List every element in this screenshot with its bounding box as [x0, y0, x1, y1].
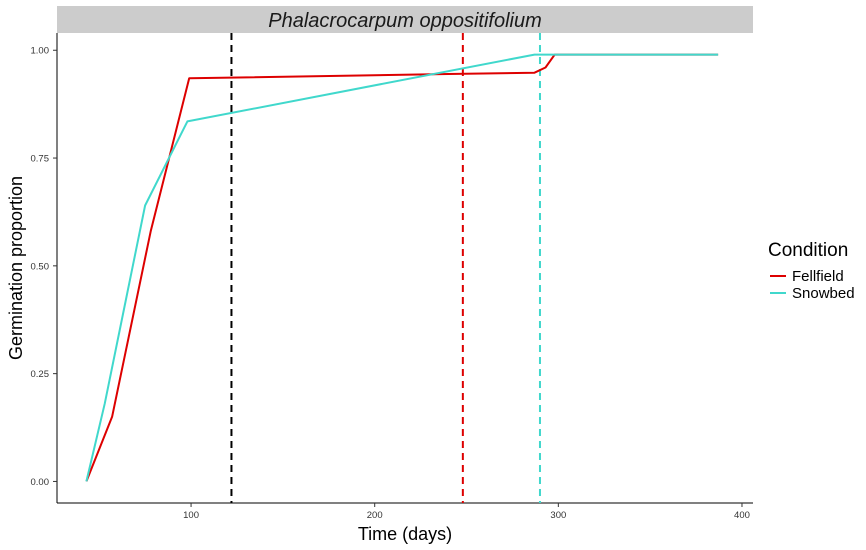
- x-axis-title: Time (days): [358, 524, 452, 544]
- series-lines: [85, 53, 719, 482]
- y-tick-label: 1.00: [31, 46, 50, 57]
- series-line-snowbed: [85, 53, 719, 482]
- y-tick-label: 0.75: [31, 154, 50, 165]
- x-tick-label: 200: [367, 510, 383, 521]
- y-tick-label: 0.25: [31, 369, 50, 380]
- chart-title: Phalacrocarpum oppositifolium: [268, 10, 541, 32]
- x-axis-ticks: 100 200 300 400: [183, 503, 750, 521]
- legend-label-fellfield: Fellfield: [792, 268, 844, 285]
- y-axis-ticks: 0.00 0.25 0.50 0.75 1.00: [31, 46, 57, 488]
- legend-label-snowbed: Snowbed: [792, 285, 855, 302]
- reference-lines: [230, 33, 541, 503]
- x-tick-label: 100: [183, 510, 199, 521]
- y-axis-title: Germination proportion: [6, 176, 26, 360]
- x-tick-label: 300: [550, 510, 566, 521]
- y-tick-label: 0.00: [31, 477, 50, 488]
- legend-title: Condition: [768, 240, 848, 261]
- facet-strip: [57, 6, 753, 33]
- y-tick-label: 0.50: [31, 261, 50, 272]
- series-line-fellfield: [85, 53, 719, 482]
- x-tick-label: 400: [734, 510, 750, 521]
